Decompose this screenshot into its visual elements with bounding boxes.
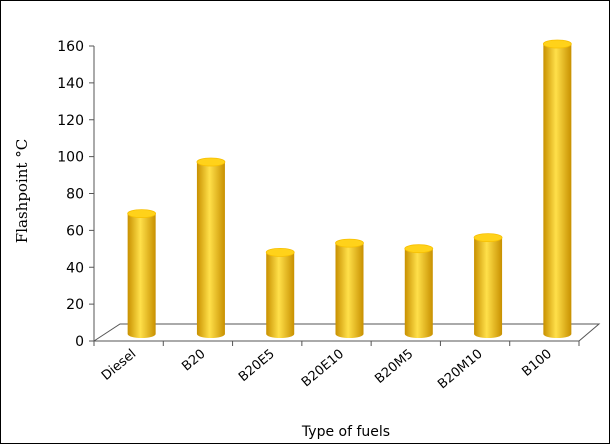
bar-cap xyxy=(196,157,226,167)
bar-cap xyxy=(404,244,434,254)
y-tick-label: 80 xyxy=(66,187,84,203)
y-tick-labels: 0 20 40 60 80 100 120 140 160 xyxy=(57,39,84,350)
x-tick-label: B20E10 xyxy=(299,347,347,391)
y-tick-label: 140 xyxy=(57,76,84,92)
bar-cap xyxy=(473,233,503,243)
x-tick-label: B20M10 xyxy=(435,347,485,393)
bar-B100 xyxy=(542,39,572,339)
y-tick-label: 40 xyxy=(66,260,84,276)
bar-body xyxy=(474,237,503,338)
bar-body xyxy=(196,162,225,338)
y-tick-label: 120 xyxy=(57,113,84,129)
x-tick-labels: Diesel B20 B20E5 B20E10 B20M5 B20M10 B100 xyxy=(99,347,555,393)
chart-bars xyxy=(127,39,572,339)
bar-body xyxy=(543,44,572,339)
bar-body xyxy=(335,243,364,338)
x-tick-label: B20M5 xyxy=(372,347,416,387)
x-tick-label: B20 xyxy=(179,347,208,375)
bar-cap xyxy=(335,238,364,248)
chart-axes xyxy=(89,45,580,346)
y-tick-label: 160 xyxy=(57,39,84,55)
x-tick-label: B100 xyxy=(519,347,554,380)
bar-body xyxy=(127,213,156,338)
y-tick-label: 20 xyxy=(66,297,84,313)
y-tick-label: 100 xyxy=(57,150,84,166)
bar-Diesel xyxy=(127,209,157,338)
x-axis-label: Type of fuels xyxy=(301,424,390,440)
bar-B20M5 xyxy=(404,244,434,338)
bar-B20E5 xyxy=(265,247,295,338)
x-tick-label: B20E5 xyxy=(236,347,278,385)
x-tick-label: Diesel xyxy=(99,347,139,384)
bar-cap xyxy=(542,39,572,49)
bar-B20E10 xyxy=(335,238,364,338)
bar-cap xyxy=(127,209,157,219)
bar-B20M10 xyxy=(473,233,503,338)
bar-body xyxy=(266,252,295,338)
bar-cap xyxy=(265,247,295,257)
y-tick-label: 60 xyxy=(66,223,84,239)
bar-body xyxy=(404,248,433,338)
bar-B20 xyxy=(196,157,226,338)
y-tick-label: 0 xyxy=(75,334,84,350)
y-axis-label: Flashpoint °C xyxy=(13,139,31,243)
